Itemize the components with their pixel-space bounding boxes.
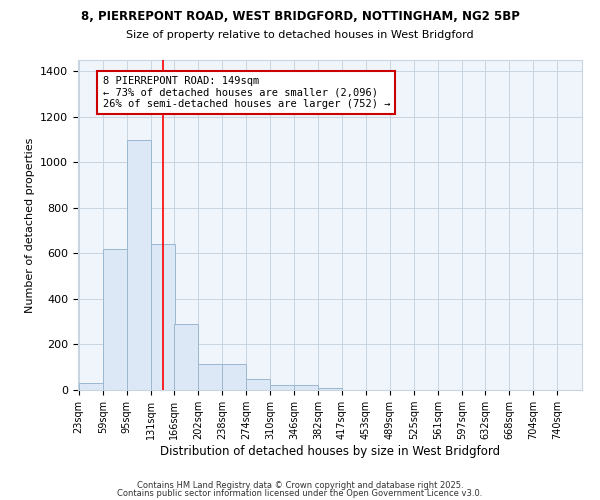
Bar bbox=[246, 378, 270, 390]
Bar bbox=[198, 364, 222, 390]
Bar bbox=[151, 244, 175, 390]
Bar bbox=[79, 383, 103, 390]
Y-axis label: Number of detached properties: Number of detached properties bbox=[25, 138, 35, 312]
Text: 8 PIERREPONT ROAD: 149sqm
← 73% of detached houses are smaller (2,096)
26% of se: 8 PIERREPONT ROAD: 149sqm ← 73% of detac… bbox=[103, 76, 390, 109]
X-axis label: Distribution of detached houses by size in West Bridgford: Distribution of detached houses by size … bbox=[160, 445, 500, 458]
Bar bbox=[294, 386, 319, 390]
Bar bbox=[222, 364, 246, 390]
Bar bbox=[127, 140, 151, 390]
Text: 8, PIERREPONT ROAD, WEST BRIDGFORD, NOTTINGHAM, NG2 5BP: 8, PIERREPONT ROAD, WEST BRIDGFORD, NOTT… bbox=[80, 10, 520, 23]
Bar bbox=[319, 388, 343, 390]
Text: Contains public sector information licensed under the Open Government Licence v3: Contains public sector information licen… bbox=[118, 488, 482, 498]
Text: Contains HM Land Registry data © Crown copyright and database right 2025.: Contains HM Land Registry data © Crown c… bbox=[137, 481, 463, 490]
Bar bbox=[270, 386, 294, 390]
Text: Size of property relative to detached houses in West Bridgford: Size of property relative to detached ho… bbox=[126, 30, 474, 40]
Bar bbox=[174, 324, 198, 390]
Bar bbox=[103, 249, 127, 390]
